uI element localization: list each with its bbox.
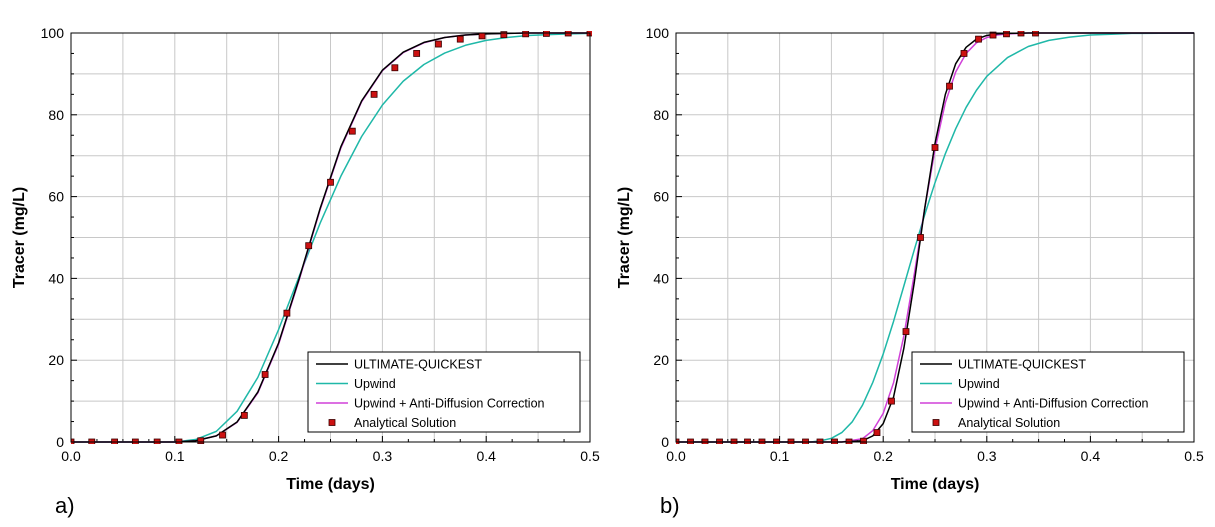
y-tick-label: 100 bbox=[41, 25, 65, 41]
legend-entry: Upwind bbox=[354, 377, 396, 391]
legend-entry: ULTIMATE-QUICKEST bbox=[958, 358, 1086, 372]
analytical-point bbox=[197, 437, 205, 444]
analytical-point bbox=[348, 127, 356, 135]
legend-box bbox=[911, 351, 1185, 433]
y-tick-label: 40 bbox=[48, 270, 64, 286]
legend-entry: Upwind bbox=[958, 377, 1000, 391]
legend-entry: Analytical Solution bbox=[958, 416, 1060, 430]
plot-frame bbox=[675, 32, 1195, 443]
y-tick-label: 100 bbox=[646, 25, 670, 41]
x-tick-label: 0.1 bbox=[165, 448, 185, 464]
analytical-point bbox=[370, 90, 378, 98]
analytical-point bbox=[219, 431, 226, 439]
analytical-point bbox=[327, 178, 334, 186]
y-tick-label: 40 bbox=[653, 270, 669, 286]
legend-entry: Upwind + Anti-Diffusion Correction bbox=[354, 397, 545, 411]
analytical-point bbox=[960, 50, 968, 57]
x-tick-label: 0.0 bbox=[666, 448, 686, 464]
analytical-point bbox=[478, 32, 486, 40]
x-axis-label: Time (days) bbox=[891, 476, 980, 493]
analytical-point bbox=[413, 50, 421, 57]
plot-frame bbox=[70, 32, 591, 443]
series-line-upwind bbox=[676, 32, 1195, 443]
y-tick-label: 60 bbox=[653, 189, 669, 205]
analytical-point bbox=[946, 82, 953, 90]
x-tick-label: 0.2 bbox=[873, 448, 893, 464]
y-tick-label: 0 bbox=[56, 434, 64, 450]
y-axis-label: Tracer (mg/L) bbox=[616, 187, 633, 288]
y-tick-label: 60 bbox=[48, 189, 64, 205]
legend: ULTIMATE-QUICKEST Upwind Upwind + Anti-Dif… bbox=[307, 351, 581, 433]
analytical-point bbox=[283, 309, 291, 317]
legend-box bbox=[307, 351, 581, 433]
analytical-point bbox=[391, 64, 399, 72]
y-tick-label: 0 bbox=[661, 434, 669, 450]
analytical-point bbox=[902, 328, 910, 335]
analytical-point bbox=[989, 31, 997, 39]
x-tick-label: 0.4 bbox=[1081, 448, 1101, 464]
chart-panel-b: 0.0 0.1 0.2 0.3 0.4 0.5 0 20 40 60 80 100 Time (days… bbox=[616, 25, 1204, 518]
analytical-point bbox=[305, 242, 313, 250]
legend-entry: ULTIMATE-QUICKEST bbox=[354, 358, 482, 372]
analytical-point bbox=[873, 429, 881, 436]
x-tick-label: 0.0 bbox=[61, 448, 81, 464]
x-tick-label: 0.1 bbox=[770, 448, 790, 464]
analytical-point bbox=[261, 371, 269, 378]
x-tick-label: 0.5 bbox=[1184, 448, 1204, 464]
x-axis-label: Time (days) bbox=[286, 476, 375, 493]
series-line-upwind bbox=[71, 32, 591, 443]
analytical-point bbox=[888, 397, 895, 405]
analytical-point bbox=[240, 412, 248, 419]
analytical-point bbox=[522, 31, 530, 38]
analytical-point bbox=[931, 144, 939, 151]
analytical-point bbox=[456, 35, 464, 43]
y-tick-label: 20 bbox=[653, 352, 669, 368]
x-tick-label: 0.2 bbox=[269, 448, 289, 464]
legend-swatch-marker bbox=[932, 419, 940, 426]
analytical-point bbox=[975, 35, 982, 43]
x-tick-label: 0.4 bbox=[476, 448, 496, 464]
x-tick-label: 0.3 bbox=[373, 448, 393, 464]
y-tick-label: 80 bbox=[48, 107, 64, 123]
analytical-point bbox=[917, 234, 924, 241]
legend-entry: Upwind + Anti-Diffusion Correction bbox=[958, 397, 1149, 411]
panel-label: b) bbox=[660, 493, 680, 518]
y-tick-label: 80 bbox=[653, 107, 669, 123]
analytical-point bbox=[500, 31, 508, 39]
grid bbox=[71, 33, 590, 442]
legend-swatch-marker bbox=[328, 419, 336, 426]
chart-panel-a: 0.0 0.1 0.2 0.3 0.4 0.5 0 20 40 60 80 100 Time (days… bbox=[11, 25, 600, 518]
panel-label: a) bbox=[55, 493, 75, 518]
legend-entry: Analytical Solution bbox=[354, 416, 456, 430]
y-axis-label: Tracer (mg/L) bbox=[11, 187, 28, 288]
legend: ULTIMATE-QUICKEST Upwind Upwind + Anti-Dif… bbox=[911, 351, 1185, 433]
y-tick-label: 20 bbox=[48, 352, 64, 368]
analytical-point bbox=[435, 40, 442, 48]
x-tick-label: 0.5 bbox=[580, 448, 600, 464]
analytical-point bbox=[1003, 31, 1010, 38]
analytical-point bbox=[860, 437, 867, 444]
x-tick-label: 0.3 bbox=[977, 448, 997, 464]
